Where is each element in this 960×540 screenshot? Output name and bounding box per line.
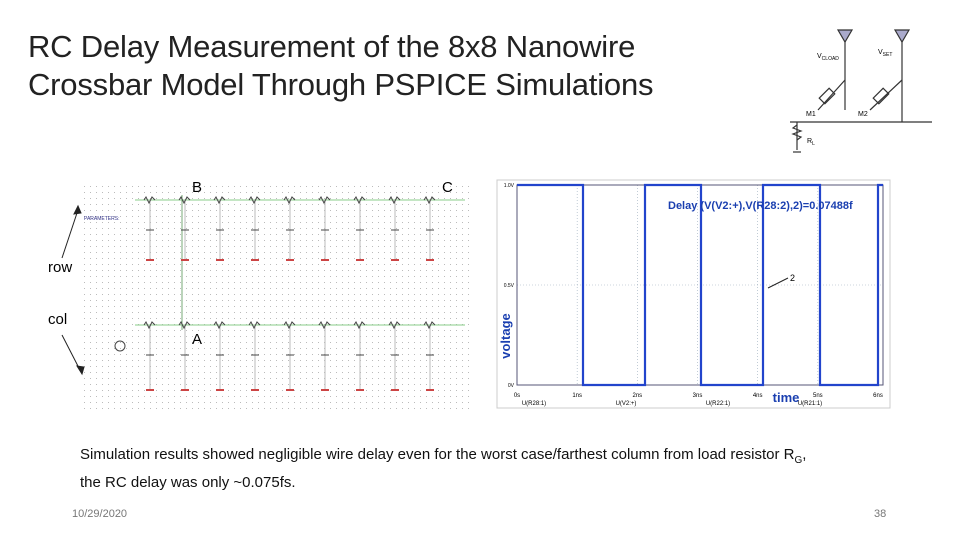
title-line: RC Delay Measurement of the 8x8 Nanowire [28,29,636,64]
y-tick-label: 0.5V [504,283,515,289]
circuit-label: M2 [858,111,868,118]
x-tick-label: 0s [514,393,520,399]
resistor [388,321,401,330]
resistor [388,196,401,205]
arrow [61,204,85,376]
caption-text: , [802,446,807,463]
annotation: col [48,311,67,328]
resistor [353,321,366,330]
resistor [248,196,261,205]
resistor [213,196,226,205]
circuit-label: M1 [806,111,816,118]
resistor [213,321,226,330]
marker-label: 2 [790,273,795,283]
circuit-diagram [783,20,933,153]
x-tick-label: 1ns [572,393,582,399]
resistor [283,196,296,205]
circuit-label: VCLOAD [817,53,839,62]
resistor [178,321,191,330]
y-axis-label: voltage [498,313,513,359]
source [114,340,126,352]
resistor [353,196,366,205]
resistor [318,321,331,330]
schematic [80,185,470,413]
circuit-label: VSET [878,49,892,58]
caption-subscript: G [794,455,803,466]
resistor [423,321,436,330]
caption-text: Simulation results showed negligible wir… [80,446,795,463]
title-line: Crossbar Model Through PSPICE Simulation… [28,67,654,102]
x-tick-label: 5ns [813,393,823,399]
page-number: 38 [874,508,887,520]
x-tick-label: 4ns [753,393,763,399]
y-tick-label: 0V [508,383,515,389]
resistor [143,196,156,205]
circuit-label: RL [807,138,815,147]
x-tick-label: 2ns [632,393,642,399]
resistor [248,321,261,330]
resistor [178,196,191,205]
waveform-plot [496,179,891,409]
resistor [283,321,296,330]
slide-title: RC Delay Measurement of the 8x8 Nanowire… [28,28,653,104]
resistor [318,196,331,205]
caption-line: Simulation results showed negligible wir… [80,444,806,472]
trace-label: U(V2:+) [616,401,637,407]
node-label: C [442,179,453,196]
resistor [423,196,436,205]
schematic-label: PARAMETERS: [84,216,119,222]
trace-label: U(R22:1) [706,401,730,407]
footer-date: 10/29/2020 [72,508,128,520]
annotation: row [48,259,72,276]
delay-annotation: Delay (V(V2:+),V(R28:2),2)=0.07488f [668,200,853,212]
x-tick-label: 3ns [693,393,703,399]
trace-label: U(R28:1) [522,401,546,407]
trace-label: U(R21:1) [798,401,822,407]
node-label: B [192,179,202,196]
caption-line: the RC delay was only ~0.075fs. [80,474,296,491]
node-label: A [192,331,202,348]
x-axis-label: time [773,390,800,405]
x-tick-label: 6ns [873,393,883,399]
resistor [143,321,156,330]
y-tick-label: 1.0V [504,183,515,189]
caption: Simulation results showed negligible wir… [80,444,806,494]
